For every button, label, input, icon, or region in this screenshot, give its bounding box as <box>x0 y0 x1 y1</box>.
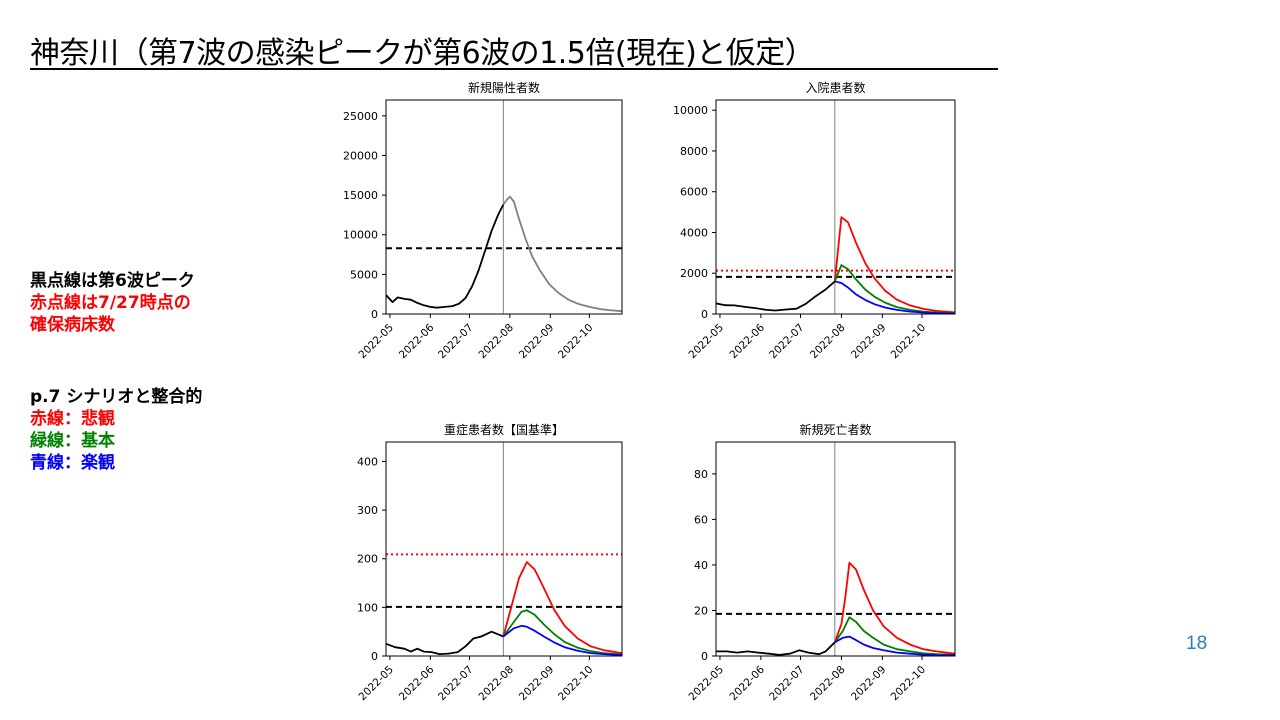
x-tick-label: 2022-06 <box>728 321 768 361</box>
series-line <box>834 616 955 656</box>
x-tick-label: 2022-07 <box>436 322 476 362</box>
x-tick-label: 2022-08 <box>808 664 848 704</box>
y-tick-label: 6000 <box>680 186 708 199</box>
legend-red-dotted-1: 赤点線は7/27時点の <box>30 293 191 313</box>
x-tick-label: 2022-08 <box>476 322 516 362</box>
y-tick-label: 300 <box>357 504 378 517</box>
y-tick-label: 80 <box>694 468 708 481</box>
x-tick-label: 2022-09 <box>849 322 889 362</box>
x-tick-label: 2022-05 <box>357 664 397 704</box>
legend-green-line: 緑線：基本 <box>30 431 115 451</box>
plot-area <box>386 195 622 313</box>
chart-title: 新規陽性者数 <box>468 80 540 95</box>
y-tick-label: 400 <box>357 455 378 468</box>
x-tick-label: 2022-10 <box>556 322 596 362</box>
legend-black-dotted: 黒点線は第6波ピーク <box>30 271 195 291</box>
series-line <box>716 280 836 312</box>
x-tick-label: 2022-07 <box>767 664 807 704</box>
y-tick-label: 8000 <box>680 145 708 158</box>
y-tick-label: 0 <box>701 650 708 663</box>
y-tick-label: 0 <box>371 650 378 663</box>
legend-blue-line: 青線：楽観 <box>30 453 115 473</box>
x-tick-label: 2022-09 <box>517 664 557 704</box>
series-line <box>502 624 622 656</box>
x-tick-label: 2022-08 <box>476 664 516 704</box>
legend-red-dotted-2: 確保病床数 <box>30 315 115 335</box>
x-tick-label: 2022-05 <box>687 322 727 362</box>
y-tick-label: 2000 <box>680 267 708 280</box>
x-tick-label: 2022-08 <box>808 322 848 362</box>
plot-frame <box>385 441 623 657</box>
series-line <box>386 630 504 656</box>
legend-notes: 黒点線は第6波ピーク 赤点線は7/27時点の 確保病床数 <box>30 270 195 336</box>
plot-area <box>716 216 955 314</box>
y-tick-label: 200 <box>357 553 378 566</box>
x-tick-label: 2022-05 <box>357 322 397 362</box>
page-number: 18 <box>1186 633 1208 654</box>
y-tick-label: 4000 <box>680 226 708 239</box>
y-tick-label: 40 <box>694 559 708 572</box>
x-tick-label: 2022-06 <box>397 663 437 703</box>
y-tick-label: 0 <box>371 308 378 321</box>
plot-frame <box>385 99 623 315</box>
x-tick-label: 2022-10 <box>889 664 929 704</box>
series-line <box>502 609 622 656</box>
x-tick-label: 2022-07 <box>767 322 807 362</box>
plot-frame <box>715 99 956 315</box>
series-line <box>502 195 622 313</box>
series-line <box>833 216 955 314</box>
chart-title: 重症患者数【国基準】 <box>444 422 564 437</box>
x-tick-label: 2022-06 <box>728 663 768 703</box>
y-tick-label: 20000 <box>343 149 378 162</box>
series-line <box>834 280 955 314</box>
series-line <box>716 641 836 656</box>
plot-frame <box>715 441 956 657</box>
slide-title: 神奈川（第7波の感染ピークが第6波の1.5倍(現在)と仮定） <box>30 36 815 71</box>
series-line <box>502 561 622 654</box>
x-tick-label: 2022-07 <box>436 664 476 704</box>
y-tick-label: 10000 <box>673 104 708 117</box>
scenario-header: p.7 シナリオと整合的 <box>30 387 203 407</box>
y-tick-label: 60 <box>694 513 708 526</box>
series-line <box>833 264 955 314</box>
y-tick-label: 100 <box>357 601 378 614</box>
x-tick-label: 2022-05 <box>687 664 727 704</box>
x-tick-label: 2022-10 <box>889 322 929 362</box>
y-tick-label: 5000 <box>350 268 378 281</box>
y-tick-label: 10000 <box>343 229 378 242</box>
y-tick-label: 15000 <box>343 189 378 202</box>
plot-area <box>386 553 622 656</box>
plot-area <box>716 561 955 656</box>
x-tick-label: 2022-09 <box>517 322 557 362</box>
y-tick-label: 25000 <box>343 110 378 123</box>
title-underline <box>30 68 998 70</box>
series-line <box>386 204 505 309</box>
x-tick-label: 2022-06 <box>397 321 437 361</box>
chart-title: 新規死亡者数 <box>799 422 871 437</box>
y-tick-label: 0 <box>701 308 708 321</box>
x-tick-label: 2022-10 <box>556 664 596 704</box>
x-tick-label: 2022-09 <box>849 664 889 704</box>
scenario-legend: p.7 シナリオと整合的 赤線：悲観 緑線：基本 青線：楽観 <box>30 386 202 474</box>
series-line <box>833 561 955 655</box>
legend-red-line: 赤線：悲観 <box>30 409 115 429</box>
y-tick-label: 20 <box>694 604 708 617</box>
chart-title: 入院患者数 <box>805 80 865 95</box>
series-line <box>834 635 955 656</box>
